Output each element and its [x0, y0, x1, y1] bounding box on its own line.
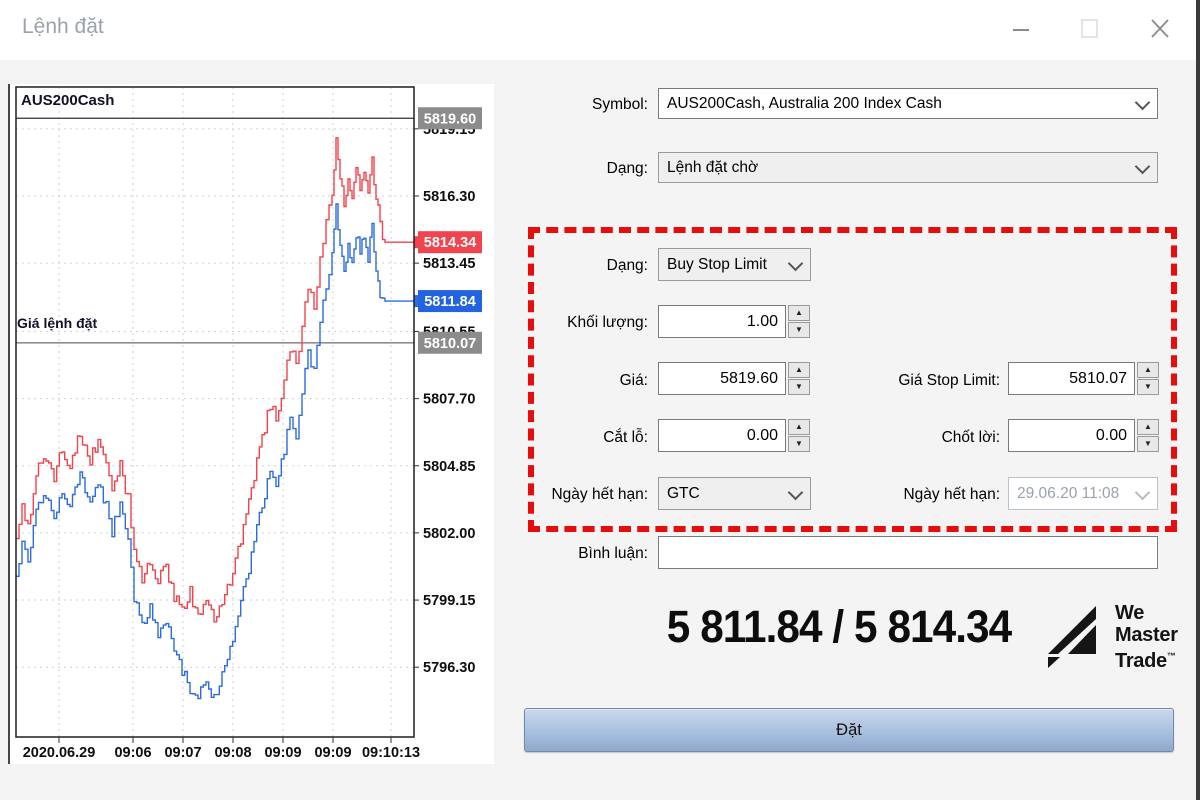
comment-label: Bình luận: [578, 545, 648, 562]
expiry-date-value: 29.06.20 11:08 [1017, 484, 1120, 502]
brand-line-1: We [1115, 602, 1145, 625]
takeprofit-input[interactable] [1008, 419, 1135, 452]
price-badge-label: 5811.84 [424, 294, 476, 310]
spin-down-icon[interactable]: ▼ [1137, 436, 1159, 452]
brand-arrow-icon [1048, 606, 1096, 668]
price-badge-label: 5810.07 [424, 336, 476, 352]
stoplimit-input[interactable] [1008, 362, 1135, 395]
spin-up-icon[interactable]: ▲ [788, 362, 810, 378]
chevron-down-icon [787, 484, 804, 500]
y-axis-label: 5807.70 [423, 392, 475, 408]
expiry-select[interactable]: GTC [658, 477, 811, 510]
symbol-select-value: AUS200Cash, Australia 200 Index Cash [667, 94, 942, 112]
ask-edge-marker [414, 236, 419, 249]
volume-label: Khối lượng: [567, 314, 648, 331]
brand-logo: We Master Trade™ [1046, 588, 1196, 688]
volume-input[interactable] [658, 305, 786, 338]
close-icon[interactable] [1148, 16, 1172, 40]
brand-line-3: Trade™ [1115, 650, 1176, 673]
bid-line [16, 203, 414, 700]
titlebar: Lệnh đặt [0, 0, 1200, 60]
chevron-down-icon [1134, 94, 1151, 110]
x-axis-label: 09:06 [114, 745, 151, 761]
volume-stepper[interactable]: ▲ ▼ [788, 305, 810, 338]
spin-down-icon[interactable]: ▼ [788, 436, 810, 452]
price-badge [418, 290, 482, 313]
stoplimit-stepper[interactable]: ▲ ▼ [1137, 362, 1159, 395]
x-axis-label: 09:07 [164, 745, 201, 761]
ask-line [16, 137, 414, 623]
chevron-down-icon [1134, 158, 1151, 174]
stoploss-input[interactable] [658, 419, 786, 452]
order-kind-label: Dạng: [606, 160, 648, 177]
pending-type-select-value: Buy Stop Limit [667, 255, 767, 273]
price-badge-label: 5819.60 [424, 111, 476, 127]
pending-type-select[interactable]: Buy Stop Limit [658, 248, 811, 281]
spin-down-icon[interactable]: ▼ [788, 322, 810, 338]
y-axis-label: 5813.45 [423, 256, 475, 272]
stoploss-stepper[interactable]: ▲ ▼ [788, 419, 810, 452]
bid-edge-marker [414, 295, 419, 308]
spin-up-icon[interactable]: ▲ [788, 419, 810, 435]
price-input[interactable] [658, 362, 786, 395]
price-badge [418, 331, 482, 354]
x-axis-label: 09:09 [264, 745, 301, 761]
order-price-line-label: Giá lệnh đặt [17, 315, 98, 331]
chart-symbol-label: AUS200Cash [21, 92, 115, 109]
spin-up-icon[interactable]: ▲ [1137, 362, 1159, 378]
expiry-select-value: GTC [667, 484, 700, 502]
trademark-symbol: ™ [1166, 651, 1176, 662]
price-chart: 5819.155816.305813.455810.555807.705804.… [15, 86, 482, 761]
chevron-down-icon [1134, 484, 1151, 500]
price-label: Giá: [619, 372, 648, 389]
expiry-date-label: Ngày hết hạn: [903, 486, 1000, 503]
price-badge-label: 5814.34 [424, 235, 476, 251]
place-order-button[interactable]: Đặt [524, 708, 1174, 752]
y-axis-label: 5799.15 [423, 593, 475, 609]
y-axis-label: 5804.85 [423, 459, 475, 475]
takeprofit-stepper[interactable]: ▲ ▼ [1137, 419, 1159, 452]
bid-ask-quote: 5 811.84 / 5 814.34 [666, 601, 1012, 652]
x-axis-label: 09:10:13 [362, 745, 420, 761]
brand-logo-text: We Master Trade™ [1115, 603, 1178, 673]
takeprofit-label: Chốt lời: [941, 429, 1000, 446]
y-axis-label: 5802.00 [423, 526, 475, 542]
chevron-down-icon [787, 255, 804, 271]
x-axis-label: 2020.06.29 [23, 745, 96, 761]
symbol-label: Symbol: [592, 96, 648, 113]
y-axis-label: 5816.30 [423, 189, 475, 205]
maximize-icon[interactable] [1078, 16, 1102, 40]
spin-up-icon[interactable]: ▲ [788, 305, 810, 321]
pending-type-label: Dạng: [606, 257, 648, 274]
price-badge [418, 231, 482, 254]
spin-down-icon[interactable]: ▼ [788, 379, 810, 395]
expiry-date-select: 29.06.20 11:08 [1008, 477, 1158, 510]
x-axis-label: 09:08 [214, 745, 251, 761]
chart-panel: 5819.155816.305813.455810.555807.705804.… [8, 84, 494, 764]
symbol-select[interactable]: AUS200Cash, Australia 200 Index Cash [658, 88, 1158, 119]
stoplimit-label: Giá Stop Limit: [898, 372, 1000, 389]
spin-down-icon[interactable]: ▼ [1137, 379, 1159, 395]
spin-up-icon[interactable]: ▲ [1137, 419, 1159, 435]
comment-input[interactable] [658, 536, 1158, 569]
chart-frame [15, 86, 415, 738]
window-right-border [1196, 0, 1200, 800]
price-stepper[interactable]: ▲ ▼ [788, 362, 810, 395]
x-axis-label: 09:09 [314, 745, 351, 761]
window-title: Lệnh đặt [22, 15, 104, 38]
stoploss-label: Cắt lỗ: [603, 429, 648, 446]
brand-line-2: Master [1115, 623, 1178, 646]
price-badge [418, 107, 482, 130]
minimize-icon[interactable] [1010, 16, 1034, 40]
order-kind-select-value: Lệnh đặt chờ [667, 158, 759, 176]
y-axis-label: 5796.30 [423, 660, 475, 676]
expiry-label: Ngày hết hạn: [551, 486, 648, 503]
place-order-button-label: Đặt [836, 720, 862, 739]
order-kind-select[interactable]: Lệnh đặt chờ [658, 152, 1158, 183]
